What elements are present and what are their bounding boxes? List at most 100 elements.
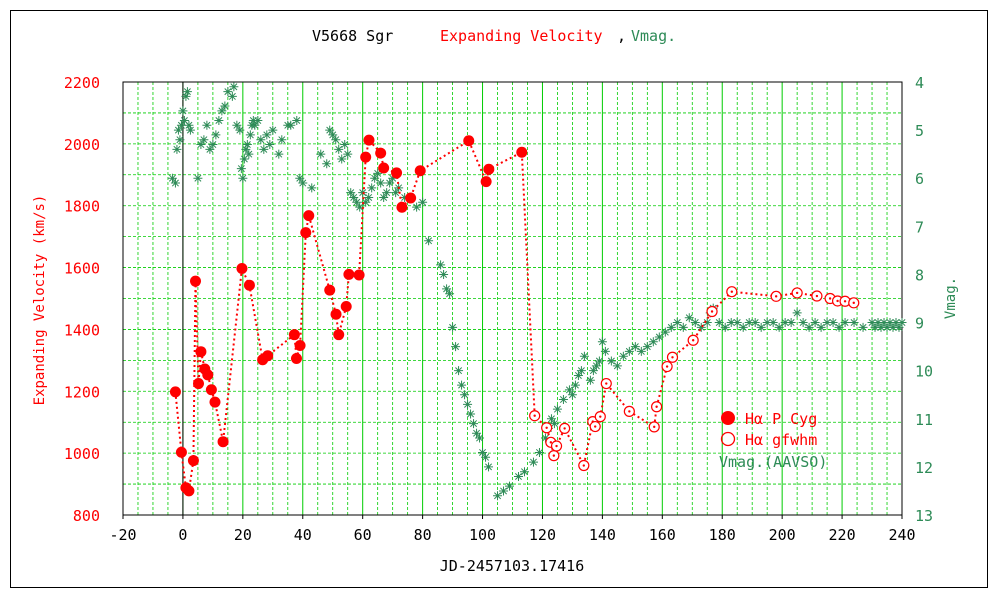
- vmag-asterisk: [534, 447, 544, 457]
- vmag-point: [238, 173, 248, 183]
- gfwhm-point-center: [774, 295, 778, 298]
- vmag-point: [349, 192, 359, 202]
- vmag-point: [227, 91, 237, 101]
- vmag-point: [286, 120, 296, 130]
- vmag-asterisk: [448, 322, 458, 332]
- vmag-point: [265, 140, 275, 150]
- vmag-point: [792, 308, 802, 318]
- y-axis-label-right: Vmag.: [943, 277, 959, 319]
- vmag-point: [322, 159, 332, 169]
- vmag-asterisk: [352, 197, 362, 207]
- vmag-point: [334, 144, 344, 154]
- vmag-asterisk: [478, 447, 488, 457]
- vmag-asterisk: [235, 125, 245, 135]
- vmag-point: [352, 197, 362, 207]
- vmag-point: [573, 370, 583, 380]
- vmag-asterisk: [828, 318, 838, 328]
- vmag-point: [202, 120, 212, 130]
- vmag-asterisk: [208, 140, 218, 150]
- vmag-asterisk: [780, 318, 790, 328]
- vmag-point: [178, 106, 188, 116]
- vmag-asterisk: [894, 322, 904, 332]
- vmag-asterisk: [702, 318, 712, 328]
- gfwhm-point-center: [655, 405, 658, 408]
- y-tick-label-left: 1600: [64, 260, 100, 278]
- chart-title-part2: Expanding Velocity: [440, 27, 603, 45]
- vmag-asterisk: [379, 192, 389, 202]
- y-tick-label-left: 1000: [64, 445, 100, 463]
- pcyg-point: [290, 353, 302, 365]
- vmag-asterisk: [172, 144, 182, 154]
- gfwhm-point-center: [843, 300, 847, 303]
- vmag-point: [184, 120, 194, 130]
- vmag-asterisk: [594, 356, 604, 366]
- vmag-asterisk: [385, 178, 395, 188]
- x-tick-label: 80: [414, 526, 432, 544]
- vmag-asterisk: [879, 318, 889, 328]
- vmag-asterisk: [630, 342, 640, 352]
- vmag-point: [343, 149, 353, 159]
- vmag-asterisk: [358, 188, 368, 198]
- vmag-point: [268, 125, 278, 135]
- vmag-point: [876, 322, 886, 332]
- vmag-point: [702, 318, 712, 328]
- vmag-asterisk: [184, 120, 194, 130]
- vmag-asterisk: [370, 173, 380, 183]
- vmag-asterisk: [454, 366, 464, 376]
- vmag-asterisk: [810, 318, 820, 328]
- y-tick-label-right: 7: [915, 218, 924, 236]
- vmag-asterisk: [499, 486, 509, 496]
- y-tick-label-left: 1400: [64, 321, 100, 339]
- vmag-asterisk: [858, 322, 868, 332]
- chart-title-part1: V5668 Sgr: [312, 27, 393, 45]
- vmag-point: [424, 236, 434, 246]
- vmag-point: [223, 87, 233, 97]
- vmag-asterisk: [756, 322, 766, 332]
- x-tick-label: 160: [649, 526, 676, 544]
- vmag-point: [325, 125, 335, 135]
- vmag-asterisk: [460, 390, 470, 400]
- vmag-asterisk: [882, 322, 892, 332]
- pcyg-point: [217, 436, 229, 448]
- vmag-asterisk: [792, 308, 802, 318]
- vmag-point: [786, 318, 796, 328]
- vmag-point: [484, 462, 494, 472]
- vmag-asterisk: [513, 472, 523, 482]
- gfwhm-point-center: [552, 454, 556, 457]
- vmag-asterisk: [738, 322, 748, 332]
- vmag-asterisk: [618, 351, 628, 361]
- vmag-asterisk: [567, 390, 577, 400]
- vmag-asterisk: [241, 144, 251, 154]
- vmag-asterisk: [558, 395, 568, 405]
- gfwhm-point-center: [599, 415, 602, 418]
- vmag-asterisk: [546, 414, 556, 424]
- vmag-point: [879, 318, 889, 328]
- vmag-point: [445, 289, 455, 299]
- vmag-point: [364, 192, 374, 202]
- vmag-asterisk: [242, 140, 252, 150]
- vmag-point: [798, 318, 808, 328]
- legend-label-gfwhm: Hα gfwhm: [745, 431, 817, 449]
- vmag-asterisk: [666, 322, 676, 332]
- vmag-series: [167, 82, 907, 501]
- vmag-point: [780, 318, 790, 328]
- vmag-point: [858, 322, 868, 332]
- vmag-asterisk: [750, 318, 760, 328]
- legend-marker-filled-circle: [721, 411, 735, 425]
- vmag-point: [618, 351, 628, 361]
- vmag-asterisk: [295, 173, 305, 183]
- plot-border: [122, 81, 903, 516]
- vmag-point: [466, 409, 476, 419]
- vmag-point: [167, 173, 177, 183]
- vmag-asterisk: [388, 173, 398, 183]
- vmag-point: [804, 322, 814, 332]
- vmag-asterisk: [170, 178, 180, 188]
- pcyg-point: [288, 329, 300, 341]
- vmag-asterisk: [654, 332, 664, 342]
- gfwhm-point-center: [836, 299, 839, 303]
- vmag-point: [214, 115, 224, 125]
- y-tick-label-left: 1800: [64, 198, 100, 216]
- vmag-point: [882, 322, 892, 332]
- y-tick-label-right: 9: [915, 315, 924, 333]
- vmag-asterisk: [245, 130, 255, 140]
